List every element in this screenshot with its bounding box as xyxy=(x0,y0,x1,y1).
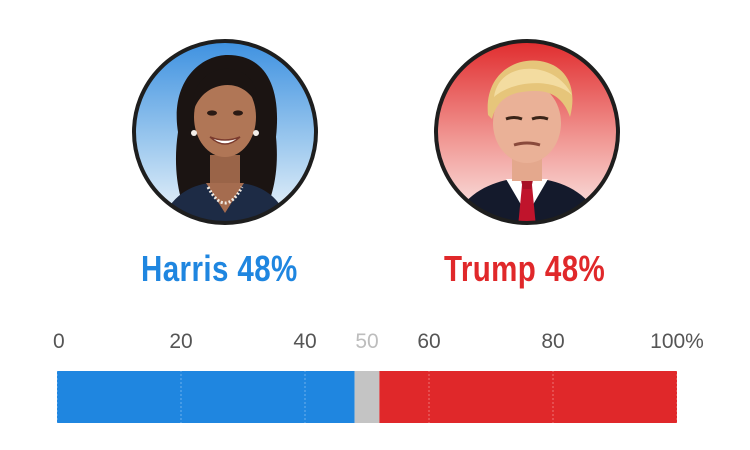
tick-label: 0 xyxy=(53,330,65,353)
tick-label: 40 xyxy=(293,330,316,353)
tick-label: 100% xyxy=(650,330,704,353)
harris-portrait xyxy=(130,37,320,227)
trump-portrait xyxy=(432,37,622,227)
tick-labels: 0 20 40 50 60 80 100% xyxy=(53,330,704,353)
trump-portrait-image xyxy=(434,39,620,225)
tick-label: 20 xyxy=(169,330,192,353)
vote-share-bar-chart: 0 20 40 50 60 80 100% xyxy=(53,330,704,423)
tick-label: 60 xyxy=(417,330,440,353)
harris-portrait-image xyxy=(132,39,318,225)
trump-label: Trump 48% xyxy=(444,248,606,289)
tick-label: 80 xyxy=(541,330,564,353)
bar-segment-undecided xyxy=(354,371,380,423)
vote-share-bar xyxy=(57,371,677,423)
bar-segment-trump xyxy=(379,371,677,423)
gridlines xyxy=(56,350,678,423)
tick-label: 50 xyxy=(355,330,378,353)
harris-label: Harris 48% xyxy=(141,248,298,289)
bar-segment-harris xyxy=(57,371,355,423)
